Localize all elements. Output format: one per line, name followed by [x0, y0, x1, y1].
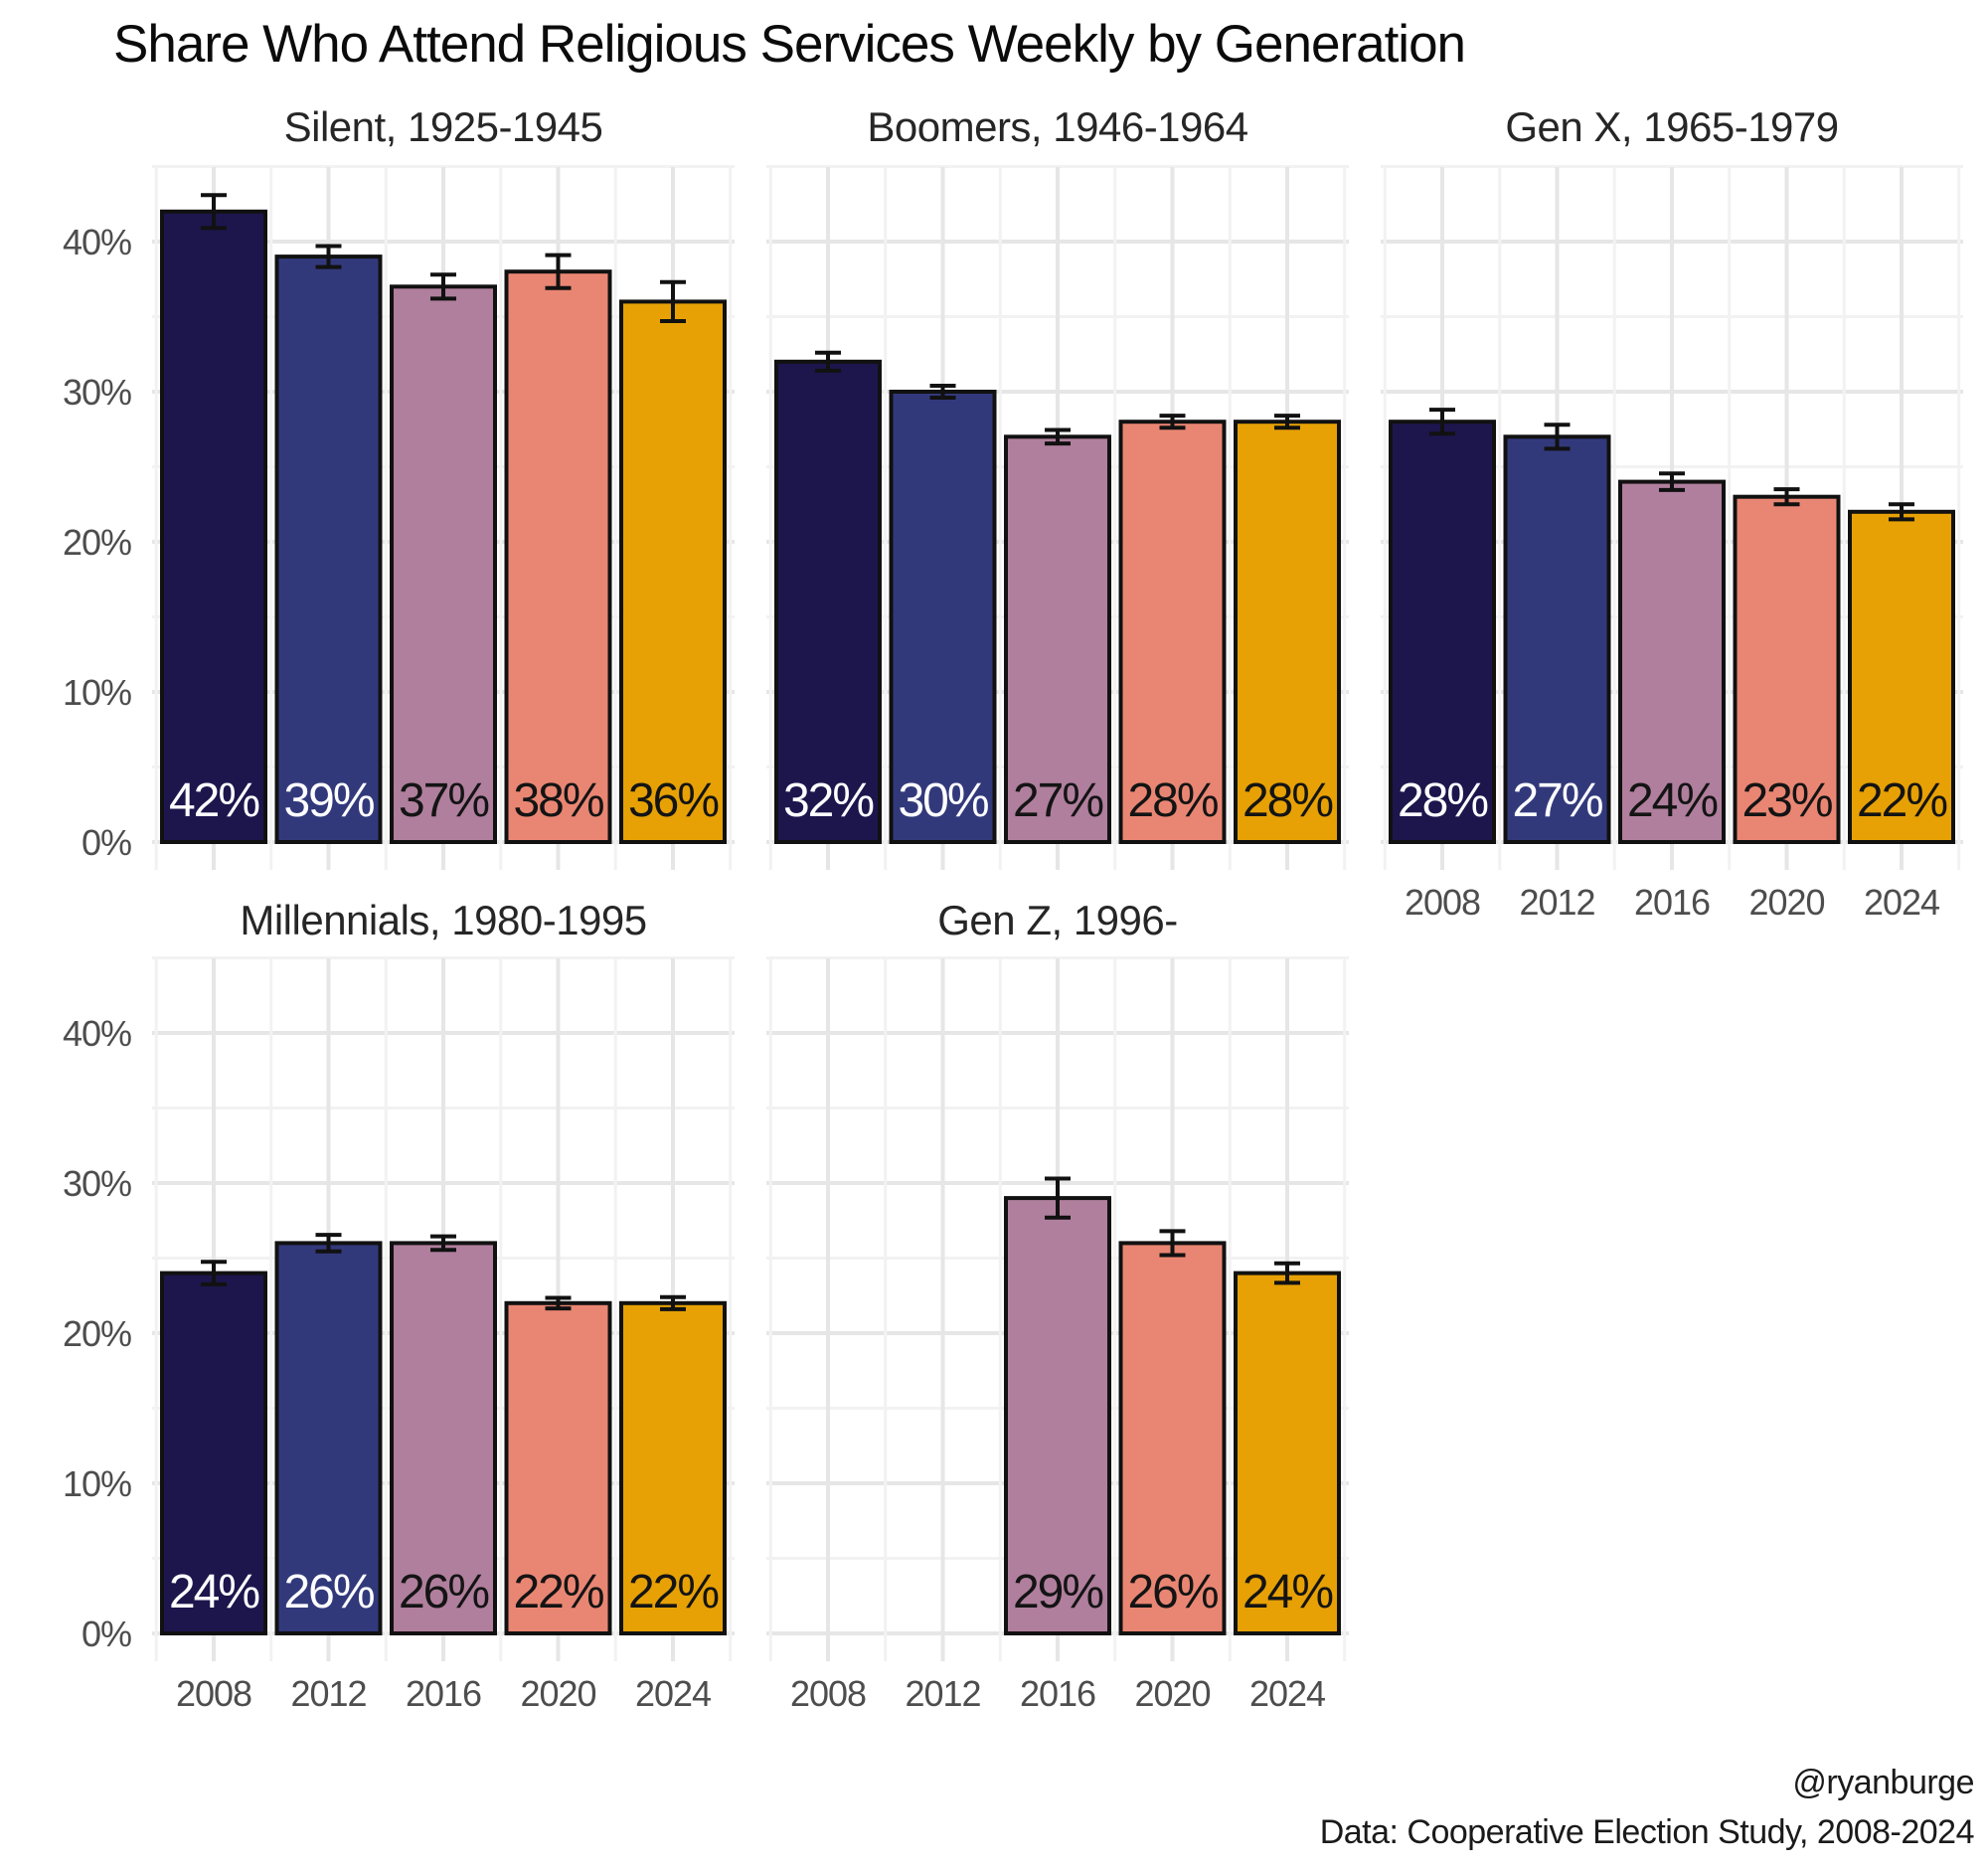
facet-title-boomers: Boomers, 1946-1964 [867, 103, 1248, 150]
facet-title-genx: Gen X, 1965-1979 [1505, 103, 1839, 150]
bar [504, 1300, 612, 1636]
x-tick-label: 2008 [790, 1673, 866, 1714]
value-label: 28% [1242, 774, 1332, 827]
y-tick-label: 40% [63, 1013, 131, 1054]
value-label: 30% [898, 774, 987, 827]
value-label: 42% [169, 774, 258, 827]
bar [1848, 509, 1955, 844]
value-label: 24% [1242, 1566, 1332, 1618]
bar [1389, 420, 1496, 844]
y-tick-label: 20% [63, 522, 131, 563]
y-tick-label: 30% [63, 372, 131, 413]
bar [1618, 479, 1726, 844]
value-label: 26% [399, 1566, 488, 1618]
value-label: 27% [1013, 774, 1102, 827]
value-label: 27% [1512, 774, 1601, 827]
bar [390, 284, 497, 844]
x-tick-label: 2020 [1134, 1673, 1210, 1714]
bar [889, 390, 997, 844]
y-tick-label: 20% [63, 1313, 131, 1354]
x-tick-label: 2020 [1748, 882, 1824, 923]
data-source: Data: Cooperative Election Study, 2008-2… [1319, 1813, 1975, 1851]
y-tick-label: 40% [63, 222, 131, 262]
y-tick-label: 30% [63, 1163, 131, 1204]
bar [274, 1241, 383, 1636]
value-label: 32% [783, 774, 873, 827]
value-label: 39% [283, 774, 373, 827]
value-label: 26% [283, 1566, 373, 1618]
x-tick-label: 2016 [406, 1673, 481, 1714]
value-label: 36% [628, 774, 718, 827]
value-label: 38% [513, 774, 602, 827]
value-label: 28% [1398, 774, 1487, 827]
value-label: 24% [169, 1566, 258, 1618]
x-tick-label: 2024 [1249, 1673, 1325, 1714]
y-tick-label: 0% [82, 822, 131, 863]
x-tick-label: 2012 [290, 1673, 366, 1714]
x-tick-label: 2008 [1405, 882, 1480, 923]
bar [619, 299, 727, 844]
value-label: 22% [628, 1566, 718, 1618]
facet-title-genz: Gen Z, 1996- [937, 897, 1178, 943]
bar [1733, 494, 1841, 844]
x-tick-label: 2012 [905, 1673, 980, 1714]
bar [504, 269, 612, 844]
value-label: 24% [1627, 774, 1717, 827]
y-tick-label: 10% [63, 672, 131, 713]
bar [390, 1241, 497, 1636]
value-label: 23% [1741, 774, 1831, 827]
bar [1004, 1196, 1111, 1635]
x-tick-label: 2016 [1020, 1673, 1095, 1714]
facet-title-millennials: Millennials, 1980-1995 [240, 897, 647, 943]
attribution: @ryanburge Data: Cooperative Election St… [1319, 1758, 1975, 1857]
value-label: 29% [1013, 1566, 1102, 1618]
x-tick-label: 2012 [1519, 882, 1594, 923]
facet-title-silent: Silent, 1925-1945 [283, 103, 603, 150]
value-label: 37% [399, 774, 488, 827]
x-tick-label: 2016 [1634, 882, 1710, 923]
x-tick-label: 2020 [520, 1673, 595, 1714]
value-label: 22% [513, 1566, 602, 1618]
bar [619, 1300, 727, 1636]
bar [1234, 1271, 1341, 1635]
chart-title: Share Who Attend Religious Services Week… [113, 15, 1466, 74]
x-tick-label: 2024 [1864, 882, 1939, 923]
x-tick-label: 2024 [635, 1673, 711, 1714]
y-tick-label: 10% [63, 1463, 131, 1504]
value-label: 26% [1127, 1566, 1217, 1618]
y-tick-label: 0% [82, 1614, 131, 1654]
value-label: 28% [1127, 774, 1217, 827]
author-handle: @ryanburge [1792, 1764, 1974, 1801]
value-label: 22% [1857, 774, 1946, 827]
bar [1118, 1241, 1227, 1636]
x-tick-label: 2008 [176, 1673, 251, 1714]
bar [774, 359, 882, 844]
bar [1004, 434, 1111, 844]
bar [1234, 420, 1341, 844]
bar [160, 209, 267, 845]
bar [274, 255, 383, 845]
